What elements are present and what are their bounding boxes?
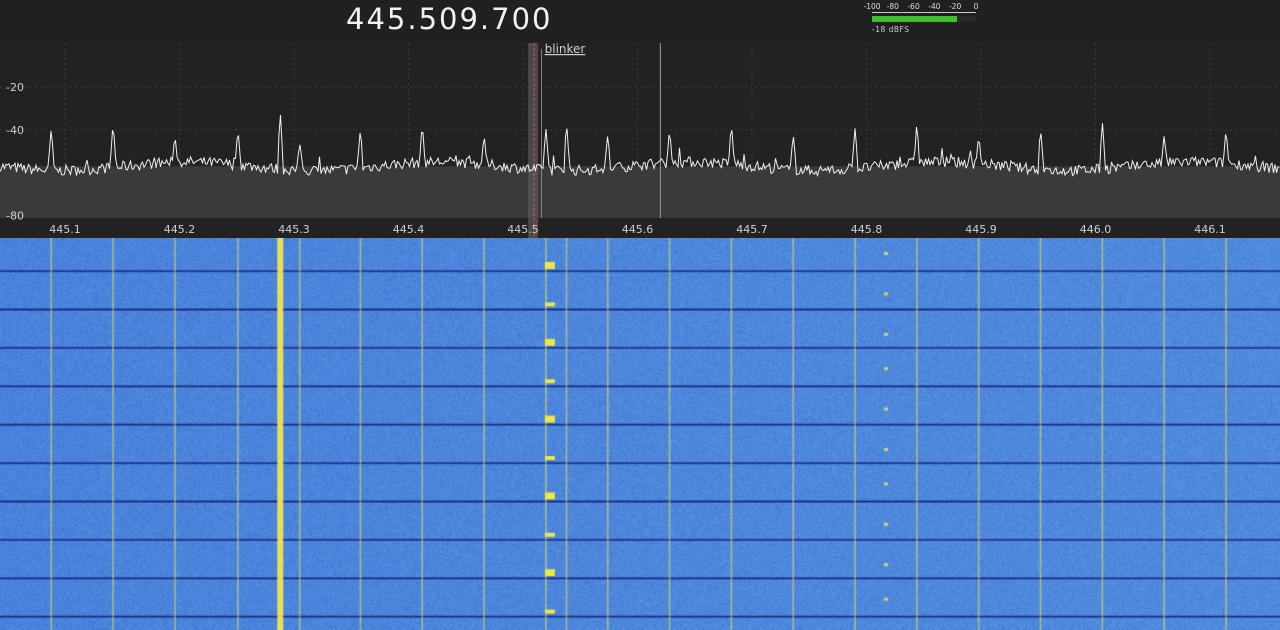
bookmark-label[interactable]: blinker bbox=[545, 43, 586, 56]
spectrum-trace bbox=[0, 114, 1280, 178]
x-axis-tick-label: 446.0 bbox=[1080, 223, 1112, 236]
level-meter-tick-label: -40 bbox=[928, 2, 941, 11]
y-axis-tick-label: -20 bbox=[6, 81, 24, 94]
level-meter-tick-label: -80 bbox=[886, 2, 899, 11]
level-meter-readout: -18 dBFS bbox=[872, 25, 910, 34]
level-meter-tick-label: 0 bbox=[973, 2, 979, 11]
x-axis-tick-label: 445.5 bbox=[507, 223, 539, 236]
level-meter-tick-label: -20 bbox=[949, 2, 962, 11]
x-axis-tick-label: 446.1 bbox=[1194, 223, 1226, 236]
x-axis-tick-label: 445.9 bbox=[965, 223, 997, 236]
spectrum-y-axis: -20 -40 -80 bbox=[6, 81, 24, 223]
x-axis-tick-label: 445.8 bbox=[851, 223, 883, 236]
level-meter-tick-label: -100 bbox=[863, 2, 881, 11]
frequency-display[interactable]: 445.509.700 bbox=[346, 2, 553, 36]
x-axis-tick-label: 445.1 bbox=[49, 223, 81, 236]
audio-level-meter: -100 -80 -60 -40 -20 0 -18 dBFS bbox=[863, 2, 981, 36]
level-meter-bar-fill bbox=[872, 16, 958, 22]
y-axis-tick-label: -80 bbox=[6, 210, 24, 223]
waterfall-display[interactable] bbox=[0, 238, 1280, 630]
level-meter-tick-label: -60 bbox=[907, 2, 920, 11]
x-axis-tick-label: 445.4 bbox=[393, 223, 425, 236]
x-axis-tick-label: 445.6 bbox=[622, 223, 654, 236]
spectrum-plot[interactable]: blinker -20-40-80 445.1 445.2 445.3 445.4 44… bbox=[0, 43, 1280, 238]
y-axis-tick-label: -40 bbox=[6, 124, 24, 137]
x-axis-tick-label: 445.3 bbox=[278, 223, 310, 236]
level-meter-scale: -100 -80 -60 -40 -20 0 bbox=[863, 2, 981, 14]
spectrum-fill bbox=[0, 166, 1280, 218]
x-axis-tick-label: 445.7 bbox=[736, 223, 768, 236]
x-axis-tick-label: 445.2 bbox=[164, 223, 196, 236]
level-meter-bar-track bbox=[872, 16, 976, 22]
spectrum-x-axis: 445.1 445.2 445.3 445.4 445.5 445.6 445.7 445.8… bbox=[49, 223, 1226, 236]
top-bar: 445.509.700 -100 -80 -60 -40 -20 0 -18 dBFS bbox=[0, 0, 1280, 43]
spectrum-markers[interactable]: blinker bbox=[528, 43, 662, 238]
tuning-bandwidth-highlight[interactable] bbox=[528, 43, 539, 238]
level-meter-scale-line bbox=[872, 12, 976, 13]
